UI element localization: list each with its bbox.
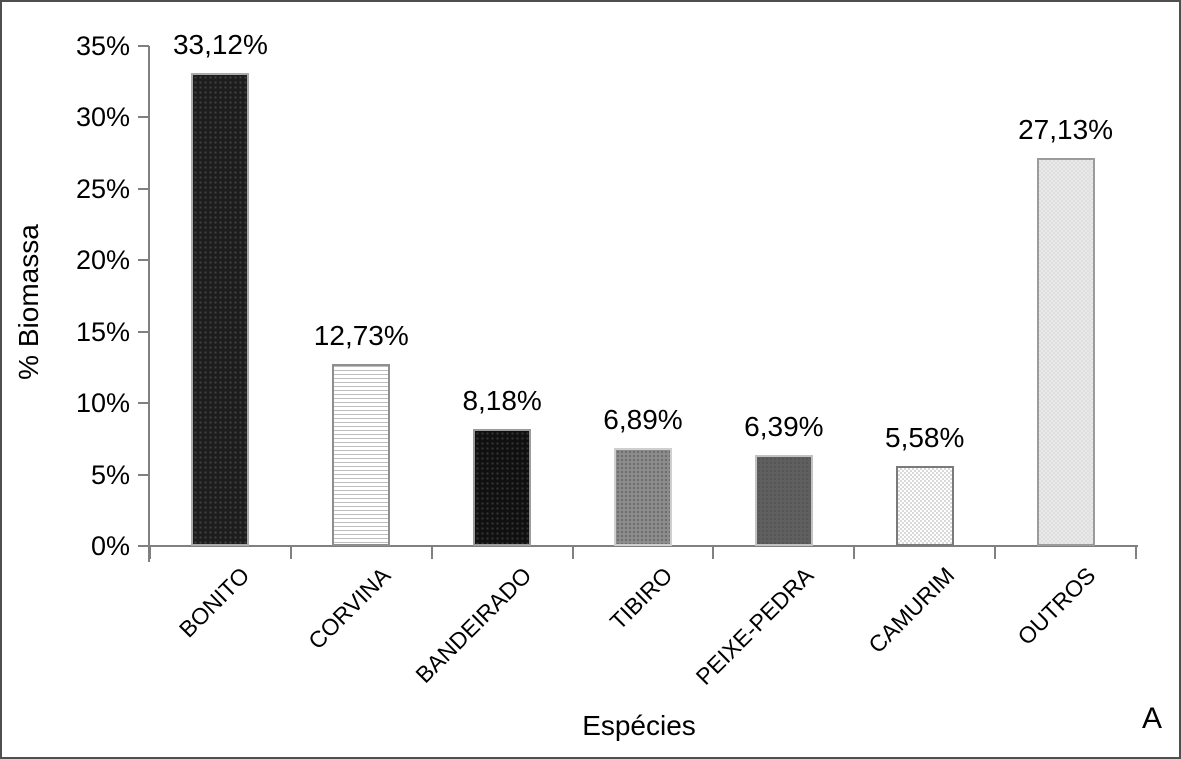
y-axis-title: % Biomassa <box>13 224 44 380</box>
y-axis-tick-label: 20% <box>75 245 130 276</box>
x-axis-category-label: TIBIRO <box>604 562 678 635</box>
y-axis-tick-label: 15% <box>75 316 130 347</box>
bar-value-label: 5,58% <box>885 422 965 454</box>
y-axis-tick-label: 25% <box>75 173 130 204</box>
bar-camurim <box>895 466 954 546</box>
x-axis-category-label: BONITO <box>174 562 255 643</box>
x-axis-category-label: PEIXE-PEDRA <box>690 562 819 690</box>
x-axis-tick-mark <box>712 547 715 559</box>
bar-value-label: 8,18% <box>462 385 542 417</box>
bar-tibiro <box>614 447 672 546</box>
y-axis-line <box>148 46 150 562</box>
y-axis-tick-mark <box>138 545 149 547</box>
y-axis-tick-mark <box>138 330 149 333</box>
y-axis-tick-label: 30% <box>75 102 130 133</box>
x-axis-tick-mark <box>1135 547 1137 559</box>
bar-value-label: 33,12% <box>172 28 268 60</box>
x-axis-tick-mark <box>853 547 856 559</box>
x-axis-tick-mark <box>289 547 292 559</box>
y-axis-tick-mark <box>138 259 149 262</box>
y-axis-tick-label: 35% <box>75 31 130 61</box>
x-axis-title: Espécies <box>582 710 696 741</box>
x-axis-tick-mark <box>430 547 433 559</box>
bar-value-label: 12,73% <box>313 320 409 352</box>
x-axis-category-label: BANDEIRADO <box>410 562 537 688</box>
x-axis-category-label: OUTROS <box>1011 562 1100 650</box>
bar-corvina <box>332 364 391 546</box>
y-axis-tick-mark <box>138 473 149 476</box>
x-axis-tick-mark <box>149 547 151 559</box>
y-axis-tick-mark <box>138 187 149 190</box>
bar-peixe-pedra <box>754 454 813 546</box>
bar-bandeirado <box>473 429 532 546</box>
x-axis-line <box>148 545 1138 547</box>
x-axis-category-label: CAMURIM <box>862 562 960 659</box>
bar-value-label: 27,13% <box>1018 114 1114 146</box>
y-axis-tick-mark <box>138 45 149 47</box>
y-axis-tick-mark <box>138 402 149 405</box>
y-axis-tick-label: 0% <box>90 531 130 561</box>
y-axis-tick-label: 5% <box>90 459 130 490</box>
x-axis-category-label: CORVINA <box>303 562 396 655</box>
panel-label: A <box>1141 702 1162 735</box>
y-axis-tick-mark <box>138 116 149 119</box>
y-axis-tick-label: 10% <box>75 388 130 419</box>
x-axis-tick-mark <box>571 547 574 559</box>
x-axis-tick-mark <box>994 547 997 559</box>
bar-outros <box>1036 158 1095 546</box>
bar-value-label: 6,89% <box>603 403 683 435</box>
bar-bonito <box>191 72 250 546</box>
bar-value-label: 6,39% <box>744 410 824 442</box>
